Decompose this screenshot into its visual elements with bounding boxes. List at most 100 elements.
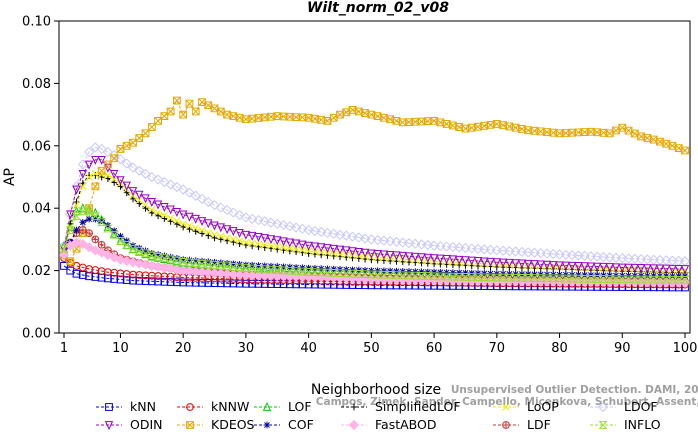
data-point [605,275,615,284]
legend-item-FastABOD: FastABOD [341,417,437,432]
data-point [599,262,608,272]
data-point [166,107,175,116]
data-point [135,271,144,279]
legend-item-INFLO: INFLO [590,417,661,432]
data-point [474,122,482,131]
legend-item-SimplifiedLOF: SimplifiedLOF [341,399,461,414]
data-point [229,112,238,121]
data-point [536,274,546,283]
data-point [197,259,207,268]
data-point [104,160,112,169]
data-point [71,212,82,220]
data-point [135,196,144,205]
data-point [649,264,658,274]
data-point [117,232,124,240]
data-point [204,232,212,240]
data-point [104,175,112,182]
data-point [348,106,357,114]
data-point [109,230,119,239]
data-point [159,176,170,188]
data-point [360,248,370,258]
data-point [154,116,162,125]
data-point [642,275,652,284]
data-point [204,258,212,266]
x-tick-label: 60 [426,341,443,356]
data-point [548,274,558,283]
data-point [173,217,181,225]
data-point [523,274,533,282]
data-point [637,132,645,141]
data-point [567,261,577,271]
data-point [166,255,176,264]
data-point [254,240,263,249]
data-point [417,253,426,263]
data-point [109,169,119,179]
data-point [502,421,510,429]
data-point [485,244,496,255]
data-point [142,247,149,255]
data-point [680,276,690,284]
data-point [184,187,195,198]
data-point [242,115,250,124]
data-point [159,254,169,263]
data-point [279,244,288,252]
data-point [116,145,125,153]
data-point [178,265,189,276]
data-point [298,240,307,250]
data-point [624,126,633,135]
data-point [449,269,457,277]
data-point [566,250,578,261]
data-point [78,207,88,216]
data-point [97,155,106,165]
data-point [160,211,169,220]
data-point [304,267,314,276]
data-point [241,264,251,273]
data-point [173,220,181,228]
data-point [178,257,188,266]
data-point [636,275,646,284]
data-point [140,259,151,270]
data-point [518,125,526,133]
data-point [173,278,181,287]
legend-label: KDEOS [211,417,255,432]
data-point [486,257,495,267]
series-line [63,146,686,262]
data-point [278,219,289,231]
data-point [66,210,75,220]
data-point [210,221,219,231]
data-point [429,254,439,264]
data-point [91,236,99,243]
data-point [574,262,583,272]
data-point [310,242,320,252]
data-point [215,202,226,213]
data-point [186,225,193,233]
legend-item-kNN: kNN [96,399,156,414]
data-point [166,278,175,286]
data-point [115,254,126,265]
chart-title: Wilt_norm_02_v08 [307,0,449,16]
data-point [129,195,137,203]
data-point [654,254,666,266]
data-point [505,258,514,268]
data-point [185,278,194,287]
x-tick-label: 10 [112,341,129,356]
data-point [146,260,157,272]
x-tick-label: 1 [60,341,68,356]
data-point [267,242,275,250]
data-point [455,269,463,277]
data-point [373,270,383,279]
data-point [179,220,187,228]
data-point [129,270,137,279]
data-point [367,110,376,119]
data-point [436,254,445,264]
data-point [247,213,258,224]
data-point [549,261,558,271]
data-point [178,210,188,220]
data-point [635,253,647,265]
data-point [517,259,527,269]
data-point [229,235,238,244]
data-point [467,256,476,266]
data-point [167,253,175,261]
data-point [497,245,509,256]
data-point [204,101,213,110]
